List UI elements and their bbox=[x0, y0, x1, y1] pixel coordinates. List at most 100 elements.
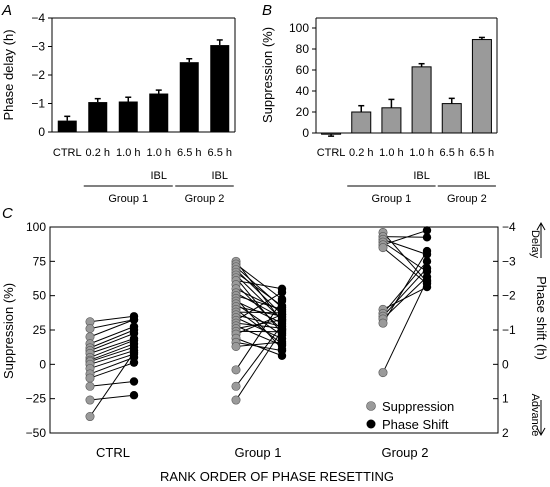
panel-c-y-tick-label: 50 bbox=[33, 289, 47, 303]
paired-line bbox=[235, 292, 283, 319]
paired-line bbox=[235, 337, 283, 357]
panel-c-y-tick-label: −50 bbox=[26, 426, 47, 440]
panel-b-y-tick-label: 20 bbox=[296, 105, 310, 119]
paired-line bbox=[89, 353, 135, 369]
panel-a-y-tick-label: −4 bbox=[31, 11, 45, 25]
panel-a-group-sublabel: IBL bbox=[150, 170, 167, 182]
delay-arrowhead-icon bbox=[536, 221, 546, 231]
panel-c-y-tick-label: 100 bbox=[26, 220, 46, 234]
panel-c-label: C bbox=[2, 205, 13, 222]
phase-shift-point bbox=[422, 226, 432, 235]
panel-b-group-label: Group 1 bbox=[372, 193, 412, 205]
suppression-point bbox=[231, 341, 241, 351]
delay-annotation: Delay bbox=[529, 230, 541, 259]
paired-line bbox=[382, 238, 428, 255]
phase-shift-point bbox=[277, 296, 287, 306]
panel-c-y-tick-label: 25 bbox=[33, 323, 47, 337]
panel-b-bar bbox=[441, 103, 462, 134]
panel-b-y-tick-label: 0 bbox=[302, 126, 309, 140]
paired-line bbox=[89, 315, 135, 323]
advance-arrowhead-icon bbox=[536, 427, 546, 437]
legend-suppression-marker bbox=[366, 401, 376, 411]
paired-line bbox=[382, 280, 428, 373]
phase-shift-point bbox=[277, 346, 287, 355]
paired-line bbox=[382, 241, 428, 273]
paired-line bbox=[89, 394, 135, 401]
paired-line bbox=[235, 324, 283, 387]
suppression-point bbox=[85, 412, 95, 422]
paired-line bbox=[235, 295, 283, 310]
panel-a-y-tick-label: −3 bbox=[31, 40, 45, 54]
panel-b-category-label: 6.5 h bbox=[470, 147, 494, 159]
suppression-point bbox=[378, 368, 388, 378]
panel-c-right-y-tick-label: −1 bbox=[502, 323, 516, 337]
paired-line bbox=[235, 271, 283, 307]
paired-line bbox=[235, 314, 283, 328]
phase-shift-point bbox=[422, 264, 432, 273]
panel-a-y-tick-label: −1 bbox=[31, 97, 45, 111]
panel-c-y-tick-label: −25 bbox=[26, 392, 47, 406]
paired-line bbox=[89, 350, 135, 365]
suppression-point bbox=[85, 324, 95, 334]
paired-line bbox=[235, 303, 283, 336]
panel-b-y-tick-label: 80 bbox=[296, 42, 310, 56]
advance-annotation: Advance bbox=[529, 394, 541, 437]
paired-line bbox=[89, 326, 135, 345]
panel-c-right-y-tick-label: 2 bbox=[502, 426, 509, 440]
panel-b-category-label: 1.0 h bbox=[409, 147, 433, 159]
panel-b-bar bbox=[471, 39, 492, 134]
phase-shift-point bbox=[277, 325, 287, 335]
paired-line bbox=[89, 339, 135, 358]
phase-shift-point bbox=[129, 358, 139, 367]
panel-b-bar bbox=[321, 132, 342, 135]
panel-a-category-label: CTRL bbox=[53, 147, 82, 159]
phase-shift-point bbox=[277, 337, 287, 347]
panel-a-bar bbox=[57, 120, 77, 132]
suppression-point bbox=[231, 395, 241, 405]
paired-line bbox=[89, 352, 135, 417]
panel-a-bar bbox=[149, 93, 169, 132]
panel-c-y-tick-label: 0 bbox=[39, 357, 46, 371]
panel-a-bar bbox=[88, 102, 108, 132]
panel-a-y-label: Phase delay (h) bbox=[1, 29, 16, 120]
panel-b-group-sublabel: IBL bbox=[474, 170, 491, 182]
panel-b-group-label: Group 2 bbox=[447, 193, 487, 205]
paired-line bbox=[382, 229, 428, 246]
phase-shift-point bbox=[422, 246, 432, 256]
panel-b-bar bbox=[411, 66, 432, 134]
paired-line bbox=[235, 280, 283, 290]
paired-line bbox=[382, 267, 428, 317]
suppression-point bbox=[231, 381, 241, 391]
panel-b-group-sublabel: IBL bbox=[413, 170, 430, 182]
paired-line bbox=[235, 263, 283, 300]
panel-a-category-label: 6.5 h bbox=[208, 147, 232, 159]
panel-b-bar bbox=[381, 107, 402, 134]
panel-a-category-label: 1.0 h bbox=[147, 147, 171, 159]
panel-a-category-label: 6.5 h bbox=[177, 147, 201, 159]
legend-phase-shift-marker bbox=[366, 419, 376, 429]
legend-phase-shift-label: Phase Shift bbox=[382, 417, 449, 432]
panel-c-x-label: RANK ORDER OF PHASE RESETTING bbox=[160, 469, 394, 484]
phase-shift-point bbox=[422, 282, 432, 292]
paired-line bbox=[89, 319, 135, 330]
panel-c-y-label: Suppression (%) bbox=[1, 283, 16, 379]
paired-line bbox=[89, 346, 135, 363]
suppression-point bbox=[85, 373, 95, 383]
panel-a-bar bbox=[118, 101, 138, 132]
paired-line bbox=[235, 311, 283, 314]
phase-shift-point bbox=[129, 348, 139, 357]
panel-c-y-tick-label: 75 bbox=[33, 254, 47, 268]
paired-line bbox=[235, 298, 283, 350]
paired-line bbox=[89, 319, 135, 338]
suppression-point bbox=[378, 318, 388, 328]
paired-line bbox=[235, 314, 283, 335]
paired-line bbox=[382, 250, 428, 324]
panel-a: A Phase delay (h) 0 −1 −2 −3 −4 CTRL 0.2 h 1.0 … bbox=[1, 2, 236, 205]
panel-a-category-label: 0.2 h bbox=[86, 147, 110, 159]
panel-b: B Suppression (%) 0 20 40 60 80 100 CTRL 0.2 h 1… bbox=[260, 2, 498, 205]
paired-line bbox=[235, 341, 283, 347]
panel-a-label: A bbox=[1, 2, 12, 19]
panel-b-category-label: 6.5 h bbox=[440, 147, 464, 159]
paired-line bbox=[235, 322, 283, 329]
